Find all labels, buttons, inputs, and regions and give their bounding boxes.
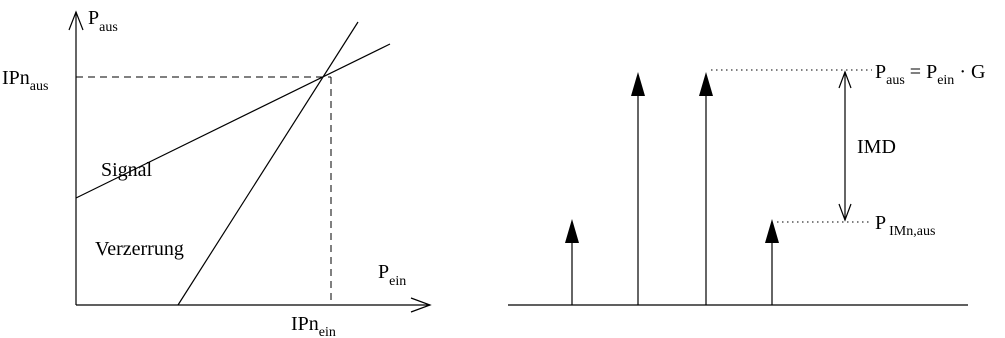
imd-double-arrow: [838, 70, 852, 222]
ipn-ein-label: IPnein: [291, 313, 336, 338]
spectral-line-fundamental-2: [699, 72, 713, 305]
y-axis: [68, 10, 84, 305]
signal-label: Signal: [101, 159, 153, 181]
ipn-aus-label: IPnaus: [2, 67, 48, 94]
pim-label: P IMn,aus: [875, 212, 935, 239]
spectral-line-im-left: [565, 219, 579, 305]
y-axis-label: Paus: [88, 7, 118, 35]
spectral-line-im-right: [765, 219, 779, 305]
distortion-line: [177, 21, 359, 306]
signal-line: [75, 43, 391, 199]
spectral-line-fundamental-1: [631, 72, 645, 305]
right-diagram: IMD Paus = Pein · G P IMn,aus: [508, 61, 985, 306]
pout-equation: Paus = Pein · G: [875, 61, 985, 88]
imd-label: IMD: [857, 136, 896, 158]
distortion-label: Verzerrung: [95, 238, 184, 260]
left-diagram: Paus Pein IPnaus IPnein Signal Verzerrun…: [2, 7, 432, 338]
x-axis-label: Pein: [378, 261, 406, 289]
x-axis: [76, 297, 432, 313]
